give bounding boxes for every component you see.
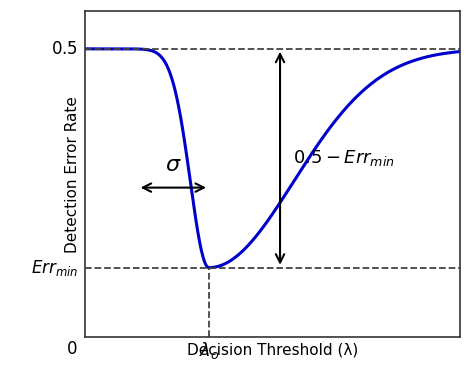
X-axis label: Decision Threshold (λ): Decision Threshold (λ): [187, 343, 358, 358]
Text: $\sigma$: $\sigma$: [165, 154, 182, 176]
Text: $0.5 - Err_{min}$: $0.5 - Err_{min}$: [293, 148, 395, 168]
Text: $0$: $0$: [66, 340, 78, 358]
Y-axis label: Detection Error Rate: Detection Error Rate: [65, 96, 80, 253]
Text: $\lambda_o$: $\lambda_o$: [199, 340, 219, 361]
Text: $Err_{min}$: $Err_{min}$: [30, 258, 78, 278]
Text: $0.5$: $0.5$: [51, 40, 78, 58]
